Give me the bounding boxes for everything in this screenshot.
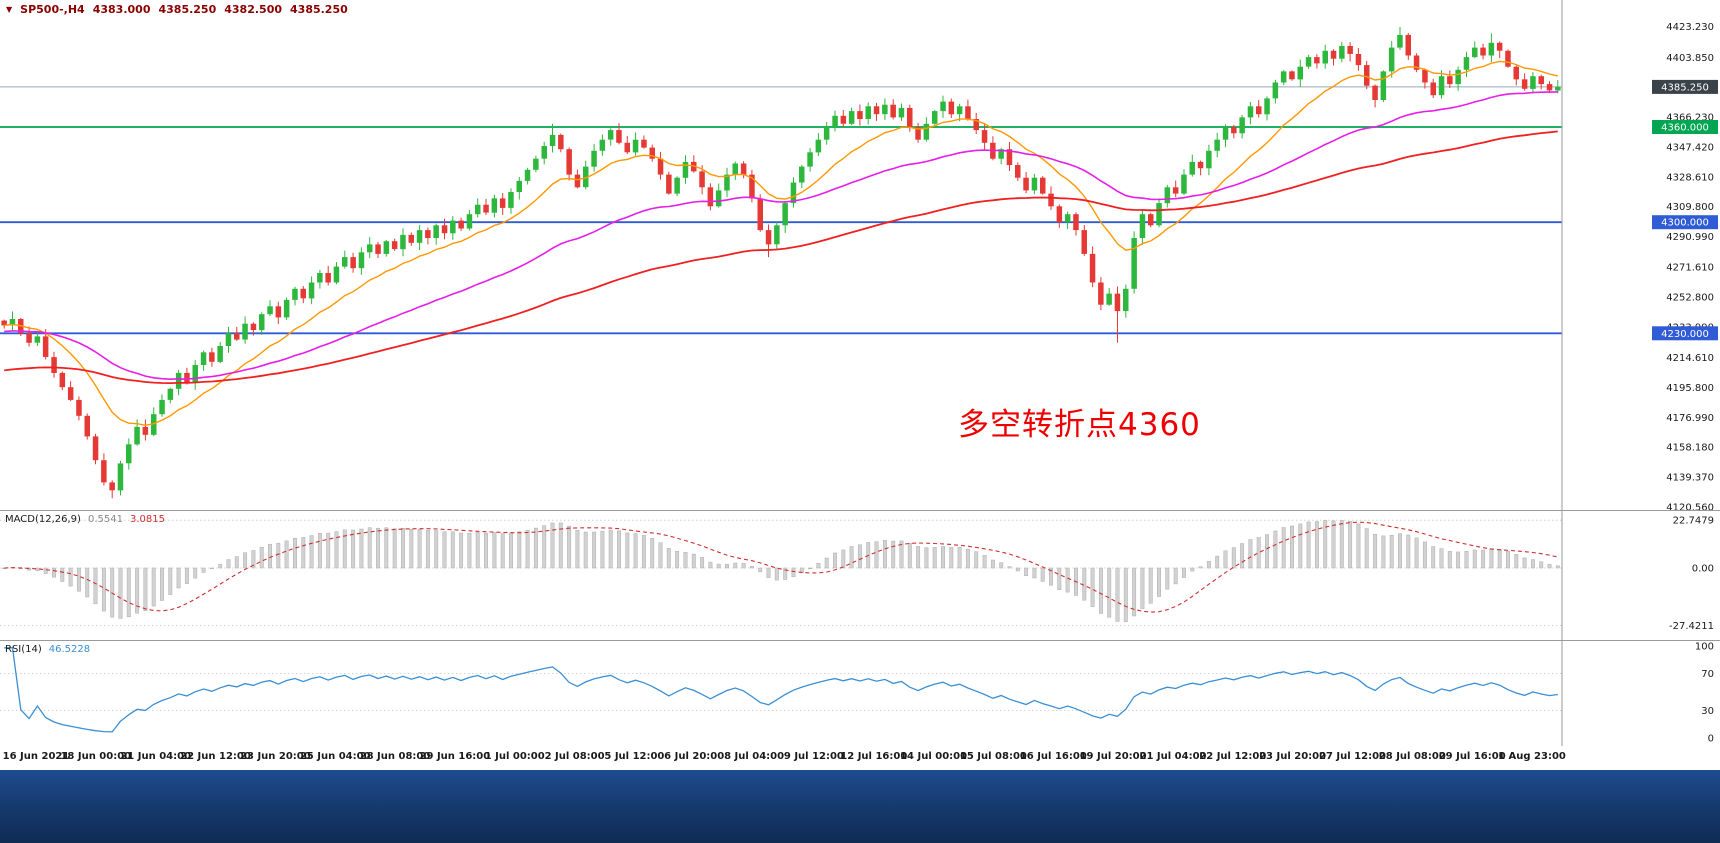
svg-text:4230.000: 4230.000 bbox=[1661, 329, 1709, 340]
price-tick-label: 4139.370 bbox=[1666, 473, 1714, 484]
macd-pane[interactable]: 22.7479 0.00 -27.4211 bbox=[0, 511, 1720, 641]
price-tick-label: 4176.990 bbox=[1666, 413, 1714, 424]
price-level-badge: 4230.000 bbox=[1652, 326, 1718, 341]
rsi-axis-label: 30 bbox=[1701, 706, 1714, 717]
time-axis-label: 22 Jul 12:00 bbox=[1199, 751, 1267, 762]
symbol-period-label: SP500-,H4 bbox=[20, 3, 85, 16]
time-axis-label: 19 Jul 20:00 bbox=[1079, 751, 1147, 762]
time-axis-label: 22 Jun 12:00 bbox=[180, 751, 251, 762]
price-tick-label: 4214.610 bbox=[1666, 353, 1714, 364]
time-axis-label: 21 Jul 04:00 bbox=[1139, 751, 1207, 762]
time-axis-label: 9 Jul 12:00 bbox=[783, 751, 844, 762]
quote-open: 4383.000 bbox=[92, 3, 151, 16]
price-tick-label: 4423.230 bbox=[1666, 22, 1714, 33]
quote-low: 4382.500 bbox=[224, 3, 283, 16]
rsi-pane[interactable]: 100 70 30 0 bbox=[0, 641, 1720, 746]
rsi-label: RSI(14) 46.5228 bbox=[5, 644, 90, 655]
rsi-svg: 100 70 30 0 bbox=[0, 641, 1714, 746]
macd-axis-label: 0.00 bbox=[1692, 564, 1714, 575]
price-tick-label: 4403.850 bbox=[1666, 53, 1714, 64]
candles bbox=[1, 27, 1561, 499]
macd-svg: 22.7479 0.00 -27.4211 bbox=[0, 511, 1720, 641]
price-tick-label: 4347.420 bbox=[1666, 142, 1714, 153]
time-axis-label: 29 Jul 16:00 bbox=[1438, 751, 1506, 762]
macd-signal-line bbox=[4, 521, 1558, 613]
time-axis-label: 1 Jul 00:00 bbox=[484, 751, 545, 762]
rsi-axis-label: 0 bbox=[1708, 734, 1714, 745]
price-tick-label: 4290.990 bbox=[1666, 232, 1714, 243]
macd-histogram bbox=[2, 520, 1560, 623]
main-chart-pane[interactable]: 4423.230 4403.850 4366.230 4347.420 4328.610… bbox=[0, 0, 1720, 511]
svg-text:4385.250: 4385.250 bbox=[1661, 82, 1709, 93]
price-tick-label: 4120.560 bbox=[1666, 502, 1714, 511]
quote-close: 4385.250 bbox=[290, 3, 348, 16]
time-axis[interactable]: 16 Jun 2021 18 Jun 00:00 21 Jun 04:00 22 Ju… bbox=[0, 746, 1720, 770]
time-axis-label: 16 Jun 2021 bbox=[2, 751, 70, 762]
bottom-bar bbox=[0, 770, 1720, 843]
price-level-badge: 4385.250 bbox=[1652, 79, 1718, 94]
rsi-axis-label: 70 bbox=[1701, 669, 1714, 680]
time-axis-label: 8 Jul 04:00 bbox=[724, 751, 785, 762]
price-tick-label: 4328.610 bbox=[1666, 172, 1714, 183]
time-axis-label: 23 Jul 20:00 bbox=[1259, 751, 1327, 762]
quote-high: 4385.250 bbox=[158, 3, 217, 16]
macd-axis-label: -27.4211 bbox=[1669, 621, 1714, 632]
quote-bar: ▼ SP500-,H4 4383.000 4385.250 4382.500 4… bbox=[6, 3, 348, 16]
price-level-badge: 4300.000 bbox=[1652, 215, 1718, 230]
price-tick-label: 4158.180 bbox=[1666, 443, 1714, 454]
price-tick-label: 4271.610 bbox=[1666, 263, 1714, 274]
time-axis-label: 23 Jun 20:00 bbox=[240, 751, 311, 762]
time-axis-label: 5 Jul 12:00 bbox=[604, 751, 665, 762]
ma-mid-line bbox=[4, 91, 1558, 381]
ma-fast-line bbox=[4, 60, 1558, 427]
time-axis-label: 18 Jun 00:00 bbox=[60, 751, 132, 762]
rsi-value: 46.5228 bbox=[48, 644, 91, 655]
time-axis-label: 28 Jun 08:00 bbox=[359, 751, 431, 762]
price-level-badge: 4360.000 bbox=[1652, 120, 1718, 134]
time-axis-label: 27 Jul 12:00 bbox=[1319, 751, 1386, 762]
time-axis-label: 28 Jul 08:00 bbox=[1378, 751, 1446, 762]
down-triangle-icon: ▼ bbox=[6, 5, 13, 14]
price-chart-svg: 4423.230 4403.850 4366.230 4347.420 4328.610… bbox=[0, 0, 1720, 511]
time-axis-label: 6 Jul 20:00 bbox=[664, 751, 725, 762]
macd-label: MACD(12,26,9) 0.5541 3.0815 bbox=[5, 514, 165, 525]
price-tick-label: 4195.800 bbox=[1666, 383, 1714, 394]
time-axis-label: 15 Jul 08:00 bbox=[959, 751, 1027, 762]
ma-slow-line bbox=[4, 130, 1558, 385]
time-axis-label: 12 Jul 16:00 bbox=[840, 751, 908, 762]
time-axis-label: 2 Jul 08:00 bbox=[544, 751, 605, 762]
macd-axis-label: 22.7479 bbox=[1673, 516, 1714, 527]
macd-value-signal: 3.0815 bbox=[129, 514, 165, 525]
chart-annotation: 多空转折点4360 bbox=[958, 407, 1201, 443]
price-tick-label: 4252.800 bbox=[1666, 293, 1714, 304]
macd-value-main: 0.5541 bbox=[87, 514, 123, 525]
time-axis-label: 29 Jun 16:00 bbox=[419, 751, 491, 762]
time-axis-label: 25 Jun 04:00 bbox=[299, 751, 371, 762]
rsi-line bbox=[4, 647, 1558, 733]
time-axis-label: 14 Jul 00:00 bbox=[900, 751, 968, 762]
time-axis-label: 21 Jun 04:00 bbox=[120, 751, 192, 762]
time-axis-label: 16 Jul 16:00 bbox=[1019, 751, 1087, 762]
price-tick-label: 4309.800 bbox=[1666, 202, 1714, 213]
macd-name: MACD(12,26,9) bbox=[5, 514, 81, 525]
rsi-name: RSI(14) bbox=[5, 644, 42, 655]
rsi-axis-label: 100 bbox=[1695, 642, 1714, 653]
time-axis-label: 1 Aug 23:00 bbox=[1498, 751, 1566, 762]
svg-text:4360.000: 4360.000 bbox=[1661, 123, 1709, 134]
price-tick-label: 4366.230 bbox=[1666, 113, 1714, 124]
svg-text:4300.000: 4300.000 bbox=[1661, 218, 1709, 229]
